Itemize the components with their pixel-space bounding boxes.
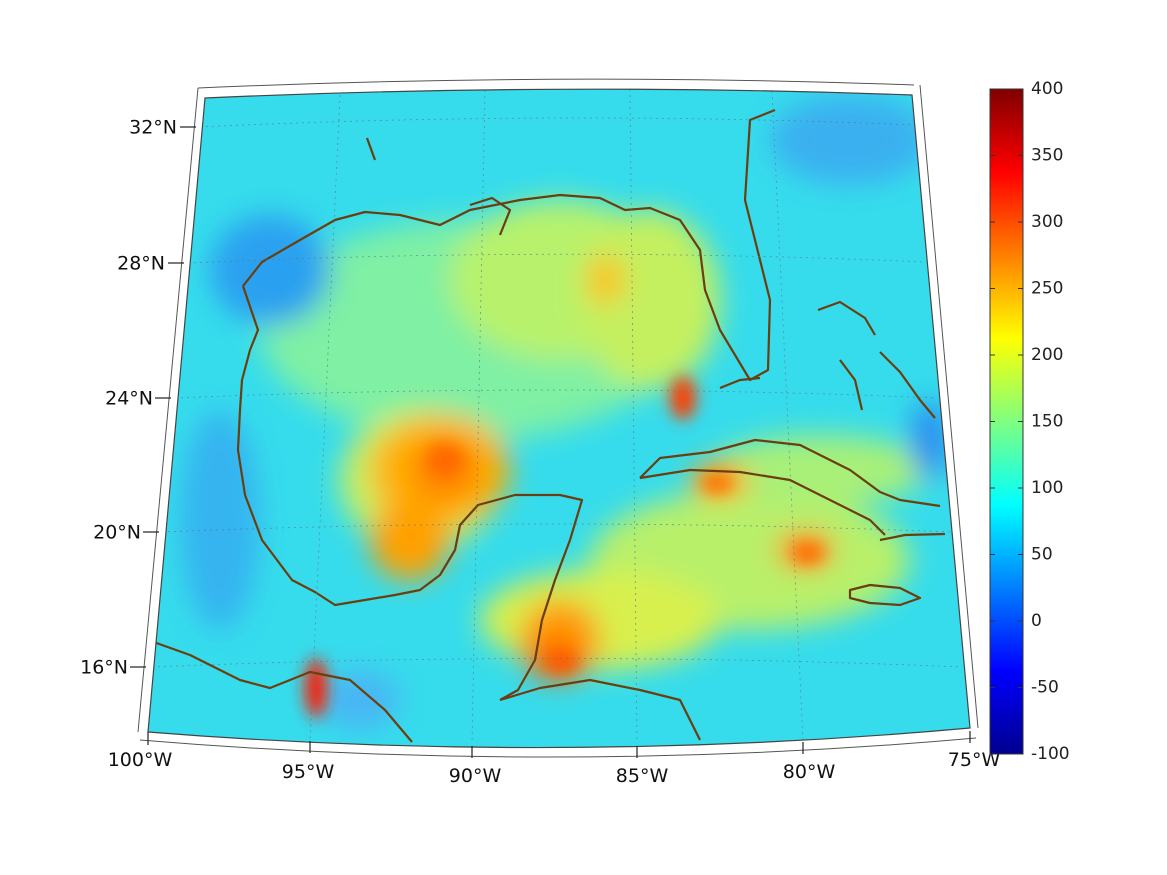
lon-label-85w: 85°W [616,765,669,787]
colorbar-tick-label: 50 [1031,545,1053,565]
map-frame [147,88,971,749]
lon-label-95w: 95°W [282,761,335,783]
field-layer [148,89,970,748]
colorbar: 400 350 300 250 200 150 100 50 0 -50 -100 [989,79,1070,764]
colorbar-tick-label: 100 [1031,478,1063,498]
colorbar-tick-label: 0 [1031,611,1042,631]
axis-ticks [130,126,971,758]
colorbar-tick-label: 400 [1031,79,1063,99]
latitude-labels: 32°N 28°N 24°N 20°N 16°N [80,117,177,679]
longitude-labels: 100°W 95°W 90°W 85°W 80°W 75°W [108,749,1001,787]
lon-label-75w: 75°W [948,749,1001,771]
colorbar-tick-label: -50 [1031,678,1059,698]
colorbar-tick-label: 200 [1031,345,1063,365]
lat-label-24n: 24°N [105,388,153,410]
lon-label-80w: 80°W [783,761,836,783]
lat-label-16n: 16°N [80,657,128,679]
map-panel: 32°N 28°N 24°N 20°N 16°N 100°W 95°W 90°W… [80,78,1001,787]
colorbar-tick-label: 300 [1031,212,1063,232]
coastline-layer [148,108,946,743]
colorbar-tick-label: 150 [1031,412,1063,432]
lon-label-100w: 100°W [108,749,173,771]
lat-label-28n: 28°N [117,253,165,275]
colorbar-tick-label: 350 [1031,146,1063,166]
colorbar-tick-label: -100 [1031,744,1070,764]
lat-label-32n: 32°N [129,117,177,139]
colorbar-tick-label: 250 [1031,279,1063,299]
colorbar-gradient [989,88,1024,755]
graticule [151,89,963,743]
colorbar-ticks: 400 350 300 250 200 150 100 50 0 -50 -100 [990,79,1070,764]
lon-label-90w: 90°W [449,765,502,787]
lat-label-20n: 20°N [93,522,141,544]
